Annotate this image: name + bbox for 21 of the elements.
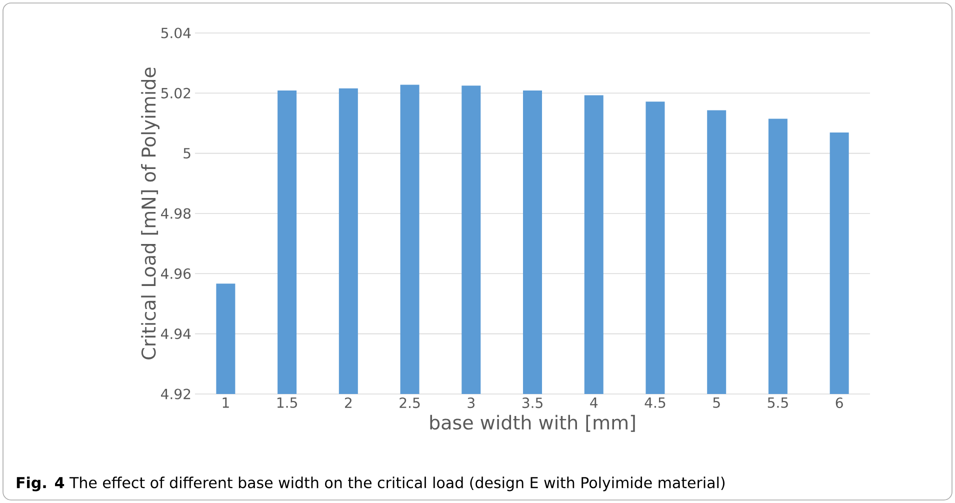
x-tick-label: 2 [344,398,352,408]
x-tick-label: 3.5 [522,398,542,408]
y-tick-label: 4.98 [161,208,191,219]
x-tick-label: 4.5 [644,398,666,408]
y-tick-label: 5.02 [161,88,190,98]
x-tick-label: 4 [590,398,598,408]
y-tick-label: 4.94 [161,328,191,340]
x-tick-label: 2.5 [400,398,420,408]
y-axis-title: Critical Load [mN] of Polyimide [141,68,160,360]
x-tick-label: 1 [222,398,229,408]
y-tick-label: 5.04 [161,28,191,38]
x-axis-title: base width with [mm] [430,414,635,432]
x-tick-label: 5 [713,398,720,408]
y-tick-label: 4.92 [161,388,190,400]
y-tick-label: 4.96 [161,268,191,279]
x-tick-label: 6 [836,398,843,408]
x-tick-label: 5.5 [768,398,788,408]
x-tick-label: 3 [468,398,474,408]
text: Fig. 4 The effect of different base width on the critical load (design E with Polyimide material) [16,476,725,492]
y-tick-label: 5 [184,148,190,159]
x-tick-label: 1.5 [277,398,297,408]
